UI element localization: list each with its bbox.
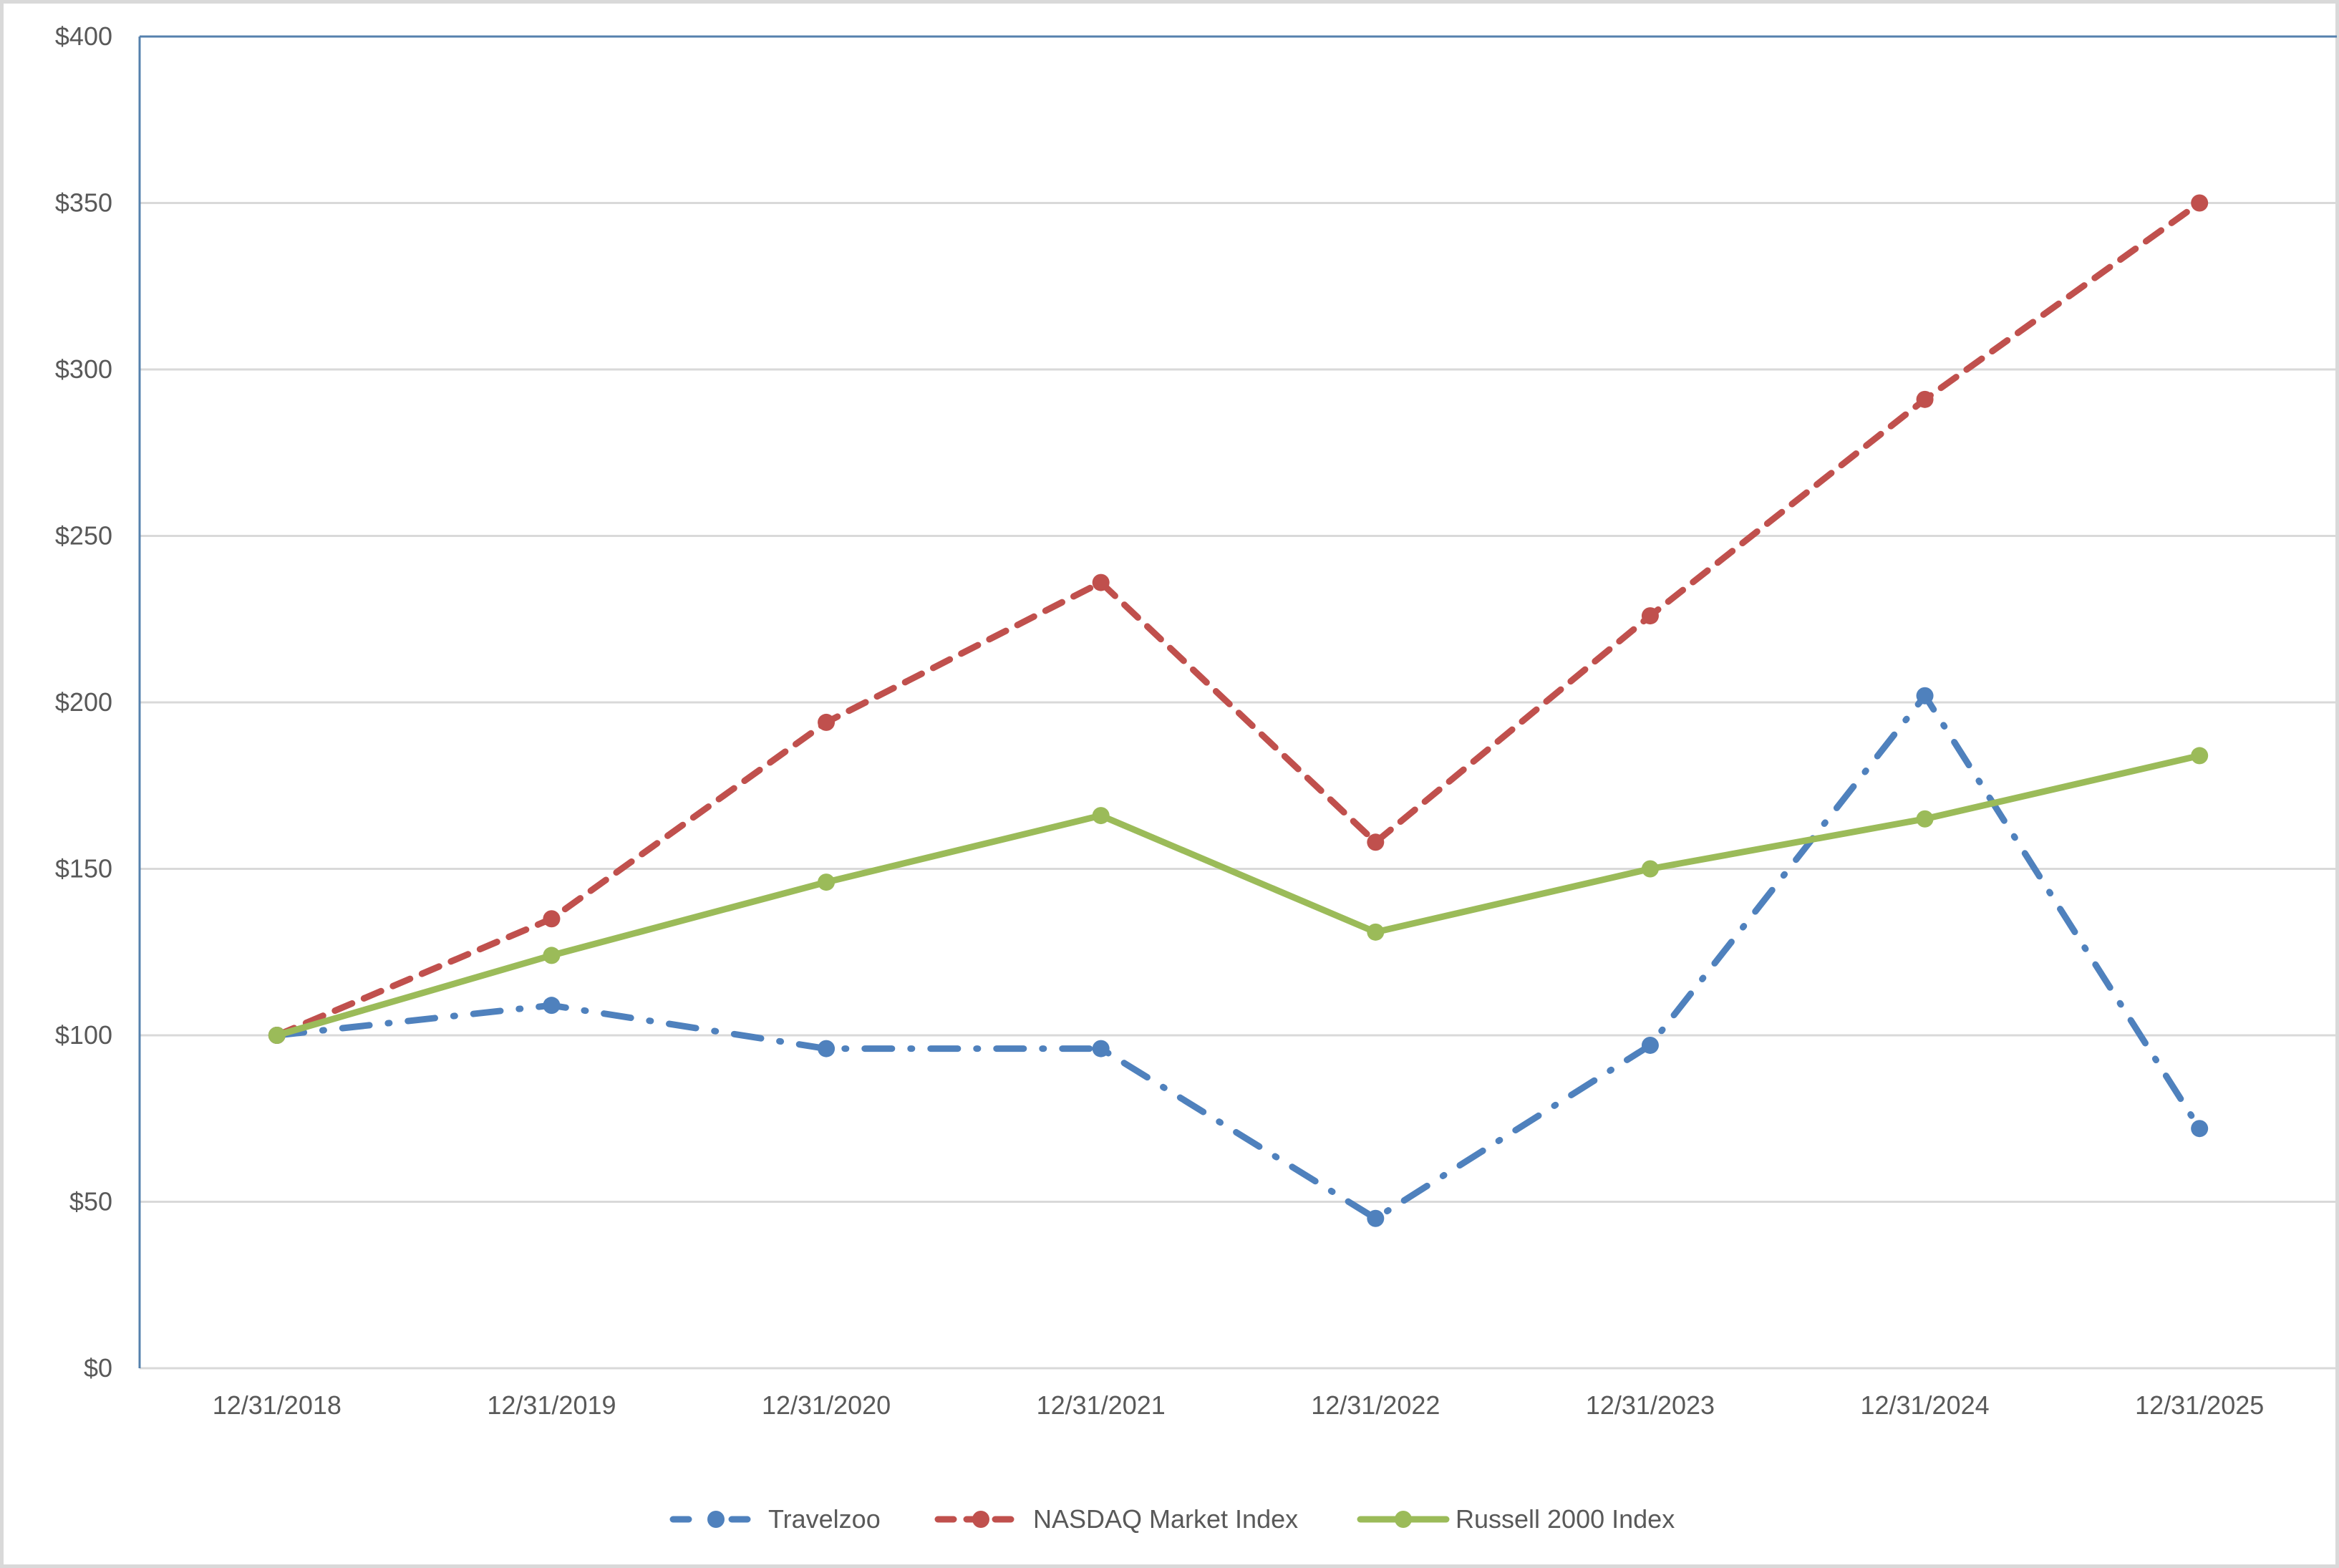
data-point-marker[interactable]	[543, 947, 561, 964]
data-point-marker[interactable]	[818, 713, 836, 731]
legend-marker-icon	[1395, 1511, 1412, 1528]
y-tick-label: $200	[55, 687, 112, 717]
series-line	[273, 692, 2203, 1222]
y-axis-tick-labels: $0 $50 $100 $150 $200 $250 $300 $350 $400	[55, 21, 112, 1383]
data-point-marker[interactable]	[818, 1040, 836, 1058]
series-line	[273, 200, 2203, 1039]
x-tick-label: 12/31/2024	[1860, 1390, 1989, 1420]
data-point-marker[interactable]	[1641, 1036, 1659, 1054]
data-point-marker[interactable]	[818, 873, 836, 891]
data-point-marker[interactable]	[2191, 1120, 2209, 1138]
legend-marker-icon	[972, 1511, 989, 1528]
data-point-marker[interactable]	[1092, 574, 1110, 591]
data-point-marker[interactable]	[1367, 833, 1385, 851]
legend-label: Russell 2000 Index	[1456, 1504, 1675, 1534]
x-tick-label: 12/31/2021	[1037, 1390, 1166, 1420]
x-tick-label: 12/31/2025	[2135, 1390, 2264, 1420]
data-point-marker[interactable]	[1641, 860, 1659, 878]
gridlines	[140, 202, 2337, 1370]
data-point-marker[interactable]	[543, 997, 561, 1015]
y-tick-label: $100	[55, 1020, 112, 1050]
y-tick-label: $0	[84, 1353, 112, 1383]
data-point-marker[interactable]	[1367, 923, 1385, 941]
x-tick-label: 12/31/2022	[1311, 1390, 1440, 1420]
data-point-marker[interactable]	[1641, 607, 1659, 625]
y-tick-label: $150	[55, 854, 112, 884]
x-tick-label: 12/31/2023	[1586, 1390, 1715, 1420]
y-tick-label: $400	[55, 21, 112, 51]
legend-item[interactable]: NASDAQ Market Index	[934, 1504, 1298, 1534]
series-nasdaq-market-index	[268, 194, 2209, 1044]
legend-label: NASDAQ Market Index	[1033, 1504, 1298, 1534]
series-lines	[268, 194, 2209, 1227]
data-point-marker[interactable]	[543, 910, 561, 928]
data-point-marker[interactable]	[1916, 810, 1934, 828]
legend: Travelzoo NASDAQ Market Index Russell 2000…	[669, 1504, 1675, 1534]
data-point-marker[interactable]	[1916, 390, 1934, 408]
legend-label: Travelzoo	[768, 1504, 881, 1534]
data-point-marker[interactable]	[1092, 807, 1110, 825]
legend-item[interactable]: Russell 2000 Index	[1357, 1504, 1675, 1534]
y-tick-label: $250	[55, 521, 112, 551]
x-tick-label: 12/31/2018	[213, 1390, 342, 1420]
data-point-marker[interactable]	[1916, 687, 1934, 705]
y-tick-label: $300	[55, 354, 112, 384]
data-point-marker[interactable]	[2191, 194, 2209, 212]
series-line	[273, 752, 2203, 1039]
axes	[138, 35, 2337, 1368]
data-point-marker[interactable]	[1367, 1209, 1385, 1227]
data-point-marker[interactable]	[268, 1027, 286, 1044]
y-tick-label: $350	[55, 188, 112, 218]
y-tick-label: $50	[69, 1187, 112, 1216]
data-point-marker[interactable]	[2191, 747, 2209, 765]
x-tick-label: 12/31/2019	[487, 1390, 616, 1420]
x-axis-tick-labels: 12/31/2018 12/31/2019 12/31/2020 12/31/2021…	[213, 1390, 2265, 1420]
data-point-marker[interactable]	[1092, 1040, 1110, 1058]
legend-item[interactable]: Travelzoo	[669, 1504, 881, 1534]
series-russell-2000-index	[268, 747, 2209, 1044]
x-tick-label: 12/31/2020	[762, 1390, 891, 1420]
legend-marker-icon	[707, 1511, 725, 1528]
